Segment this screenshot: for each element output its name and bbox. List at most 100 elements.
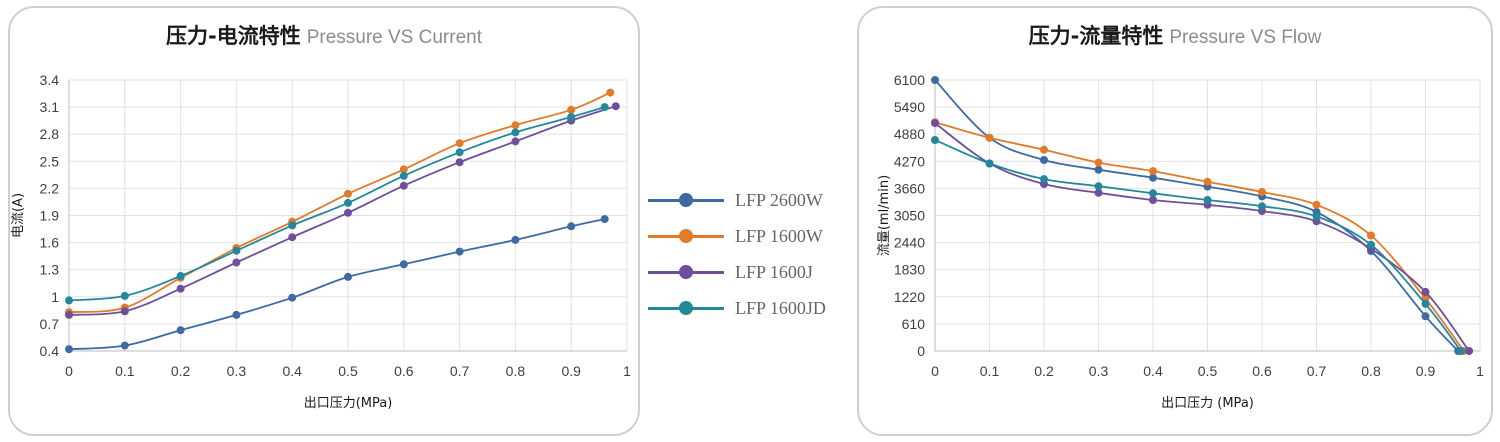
flow-data-point <box>1094 165 1103 174</box>
current-data-point <box>567 105 576 114</box>
current-y-tick-label: 3.1 <box>40 99 60 115</box>
current-data-point <box>288 221 297 230</box>
legend-swatch <box>648 300 724 315</box>
flow-y-tick-label: 0 <box>917 343 925 359</box>
flow-x-tick-label: 1 <box>1476 363 1484 379</box>
flow-y-axis-label: 流量(ml/min) <box>877 175 892 256</box>
flow-data-point <box>985 133 994 142</box>
current-x-tick-label: 0 <box>65 363 73 379</box>
flow-y-tick-label: 610 <box>902 316 926 332</box>
legend-marker-icon <box>679 300 693 315</box>
legend-swatch <box>648 264 724 279</box>
flow-chart-panel: 压力-流量特性 Pressure VS Flow <box>857 6 1493 436</box>
current-x-tick-label: 0.4 <box>282 363 302 379</box>
flow-data-point <box>1040 156 1048 164</box>
flow-x-axis-label: 出口压力 (MPa) <box>1161 396 1254 411</box>
legend-swatch <box>648 192 724 207</box>
current-y-tick-label: 1.3 <box>40 262 60 278</box>
flow-x-tick-label: 0.8 <box>1361 363 1381 379</box>
current-data-point <box>65 296 73 305</box>
current-data-point <box>399 260 408 269</box>
legend-item-lfp-1600w[interactable]: LFP 1600W <box>648 218 848 254</box>
flow-data-point <box>1421 287 1430 296</box>
flow-data-point <box>1094 188 1103 197</box>
flow-data-point <box>1421 312 1430 321</box>
current-y-tick-label: 3.4 <box>40 72 60 88</box>
current-y-tick-label: 2.5 <box>40 153 60 169</box>
current-data-point <box>600 103 609 112</box>
current-data-point <box>567 222 576 231</box>
legend-label: LFP 1600W <box>735 225 823 246</box>
flow-data-point <box>931 136 939 144</box>
legend-marker-icon <box>679 264 693 279</box>
current-data-point <box>232 258 241 267</box>
legend-label: LFP 2600W <box>735 189 823 210</box>
current-data-point <box>567 113 576 121</box>
current-data-point <box>455 139 464 148</box>
flow-y-tick-label: 6100 <box>894 72 925 88</box>
current-data-point <box>288 293 297 302</box>
flow-y-tick-label: 1220 <box>894 289 925 305</box>
current-data-point <box>65 345 73 354</box>
current-x-tick-label: 0.6 <box>394 363 414 379</box>
current-y-tick-label: 2.2 <box>40 180 60 196</box>
flow-data-point <box>1203 177 1212 186</box>
current-data-point <box>344 208 352 217</box>
flow-data-point <box>1040 175 1048 184</box>
flow-data-point <box>1040 145 1048 154</box>
flow-data-point <box>1149 196 1157 204</box>
flow-x-tick-label: 0.7 <box>1307 363 1327 379</box>
flow-data-point <box>1312 200 1321 209</box>
flow-data-point <box>1203 196 1212 204</box>
legend-label: LFP 1600JD <box>735 297 826 318</box>
current-y-tick-label: 1 <box>51 289 59 305</box>
current-data-point <box>232 310 241 319</box>
current-x-tick-label: 1 <box>623 363 631 379</box>
flow-x-tick-label: 0 <box>931 363 939 379</box>
current-data-point <box>120 291 129 300</box>
current-x-tick-label: 0.9 <box>561 363 581 379</box>
current-y-tick-label: 1.9 <box>40 208 60 224</box>
current-x-tick-label: 0.7 <box>450 363 470 379</box>
flow-data-point <box>1258 188 1266 196</box>
flow-y-tick-label: 5490 <box>894 99 925 115</box>
current-data-point <box>511 235 520 244</box>
current-data-point <box>511 128 520 137</box>
legend-item-lfp-1600jd[interactable]: LFP 1600JD <box>648 290 848 326</box>
flow-x-tick-label: 0.6 <box>1252 363 1272 379</box>
flow-data-point <box>1421 299 1430 308</box>
flow-x-tick-label: 0.3 <box>1089 363 1109 379</box>
flow-data-point <box>1149 173 1157 182</box>
current-data-point <box>455 247 464 256</box>
legend-marker-icon <box>679 228 693 243</box>
flow-y-tick-label: 2440 <box>894 235 925 251</box>
legend-item-lfp-1600j[interactable]: LFP 1600J <box>648 254 848 290</box>
flow-x-tick-label: 0.9 <box>1416 363 1436 379</box>
current-x-axis-label: 出口压力(MPa) <box>304 396 393 411</box>
flow-y-tick-label: 3050 <box>894 208 925 224</box>
flow-data-point <box>1094 158 1103 167</box>
legend-item-lfp-2600w[interactable]: LFP 2600W <box>648 182 848 218</box>
current-x-tick-label: 0.3 <box>227 363 247 379</box>
flow-chart-title: 压力-流量特性 Pressure VS Flow <box>1028 24 1322 48</box>
flow-data-point <box>985 159 994 168</box>
current-y-tick-label: 2.8 <box>40 126 60 142</box>
flow-data-point <box>1312 212 1321 221</box>
current-x-tick-label: 0.5 <box>338 363 358 379</box>
flow-y-tick-label: 3660 <box>894 180 925 196</box>
flow-y-tick-label: 4270 <box>894 153 925 169</box>
current-data-point <box>176 326 185 335</box>
current-data-point <box>232 246 241 255</box>
current-y-tick-label: 1.6 <box>40 235 60 251</box>
current-data-point <box>511 121 520 130</box>
flow-data-point <box>1465 347 1474 355</box>
flow-data-point <box>931 76 939 84</box>
flow-data-point <box>1149 167 1157 176</box>
current-data-point <box>344 198 352 207</box>
flow-data-point <box>931 119 939 128</box>
current-data-point <box>120 307 129 316</box>
flow-data-point <box>1094 182 1103 191</box>
current-data-point <box>176 284 185 293</box>
